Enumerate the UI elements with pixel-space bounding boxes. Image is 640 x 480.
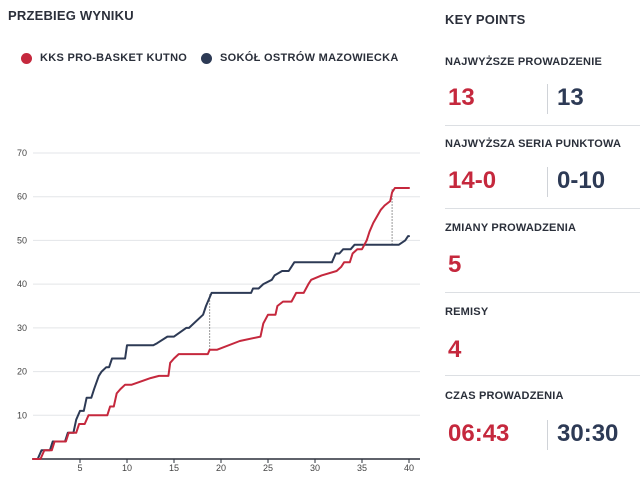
key-points-title: KEY POINTS bbox=[445, 12, 526, 27]
x-tick-label: 15 bbox=[169, 463, 179, 473]
series-line-team-b bbox=[32, 235, 410, 460]
legend-item-team-a[interactable]: KKS PRO-BASKET KUTNO bbox=[21, 52, 187, 64]
x-tick-label: 5 bbox=[77, 463, 82, 473]
x-tick-label: 10 bbox=[122, 463, 132, 473]
kp-largest-lead-team-b: 13 bbox=[557, 84, 584, 111]
legend-label-team-a: KKS PRO-BASKET KUTNO bbox=[40, 52, 188, 64]
y-tick-label: 50 bbox=[17, 235, 27, 245]
kp-lead-changes-value: 5 bbox=[448, 251, 462, 278]
kp-label-scoring-run: NAJWYŻSZA SERIA PUNKTOWA bbox=[445, 138, 622, 150]
kp-time-leading-team-b: 30:30 bbox=[557, 420, 619, 447]
x-tick-label: 25 bbox=[263, 463, 273, 473]
series-line-team-a bbox=[32, 187, 410, 460]
kp-time-leading-team-a: 06:43 bbox=[448, 420, 510, 447]
y-tick-label: 10 bbox=[17, 410, 27, 420]
divider bbox=[547, 420, 548, 450]
kp-ties-value: 4 bbox=[448, 336, 462, 363]
kp-largest-lead-team-a: 13 bbox=[448, 84, 475, 111]
kp-label-largest-lead: NAJWYŻSZE PROWADZENIE bbox=[445, 56, 602, 68]
divider bbox=[547, 84, 548, 114]
kp-label-lead-changes: ZMIANY PROWADZENIA bbox=[445, 222, 577, 234]
x-tick-label: 20 bbox=[216, 463, 226, 473]
legend-dot-red-icon bbox=[21, 52, 32, 64]
legend-dot-navy-icon bbox=[201, 52, 212, 64]
x-tick-label: 35 bbox=[357, 463, 367, 473]
y-tick-label: 30 bbox=[17, 323, 27, 333]
separator bbox=[445, 375, 640, 376]
kp-scoring-run-team-b: 0-10 bbox=[557, 167, 606, 194]
legend-label-team-b: SOKÓŁ OSTRÓW MAZOWIECKA bbox=[220, 52, 399, 64]
y-tick-label: 40 bbox=[17, 279, 27, 289]
y-tick-label: 60 bbox=[17, 192, 27, 202]
kp-scoring-run-team-a: 14-0 bbox=[448, 167, 497, 194]
x-tick-label: 40 bbox=[404, 463, 414, 473]
y-tick-label: 70 bbox=[17, 148, 27, 158]
kp-label-ties: REMISY bbox=[445, 306, 489, 318]
y-tick-label: 20 bbox=[17, 367, 27, 377]
score-progression-chart: 10 20 30 40 50 60 70 5 10 15 20 25 30 35 40 bbox=[17, 148, 420, 473]
legend-item-team-b[interactable]: SOKÓŁ OSTRÓW MAZOWIECKA bbox=[201, 52, 399, 64]
kp-label-time-leading: CZAS PROWADZENIA bbox=[445, 390, 564, 402]
separator bbox=[445, 292, 640, 293]
separator bbox=[445, 208, 640, 209]
separator bbox=[445, 125, 640, 126]
chart-title: PRZEBIEG WYNIKU bbox=[8, 8, 134, 23]
x-tick-label: 30 bbox=[310, 463, 320, 473]
divider bbox=[547, 167, 548, 197]
